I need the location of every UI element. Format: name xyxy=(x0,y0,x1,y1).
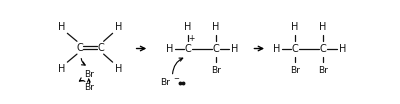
Text: +: + xyxy=(188,34,195,43)
Text: Br: Br xyxy=(84,83,94,92)
Text: C: C xyxy=(212,43,219,54)
Text: H: H xyxy=(114,64,122,74)
Text: H: H xyxy=(319,22,326,32)
Text: H: H xyxy=(58,22,66,32)
Text: C: C xyxy=(320,43,326,54)
Text: Br: Br xyxy=(160,78,170,87)
Text: H: H xyxy=(231,43,238,54)
Text: H: H xyxy=(273,43,280,54)
Text: H: H xyxy=(58,64,66,74)
Text: C: C xyxy=(98,43,104,53)
Text: H: H xyxy=(166,43,173,54)
Text: H: H xyxy=(291,22,298,32)
Text: H: H xyxy=(114,22,122,32)
Text: Br: Br xyxy=(290,66,300,75)
Text: −: − xyxy=(174,76,180,82)
Text: C: C xyxy=(292,43,298,54)
Text: H: H xyxy=(184,22,192,32)
Text: Br: Br xyxy=(84,70,94,79)
Text: Br: Br xyxy=(211,66,221,75)
Text: H: H xyxy=(212,22,220,32)
Text: C: C xyxy=(184,43,191,54)
Text: Br: Br xyxy=(318,66,328,75)
Text: C: C xyxy=(76,43,83,53)
Text: H: H xyxy=(339,43,347,54)
